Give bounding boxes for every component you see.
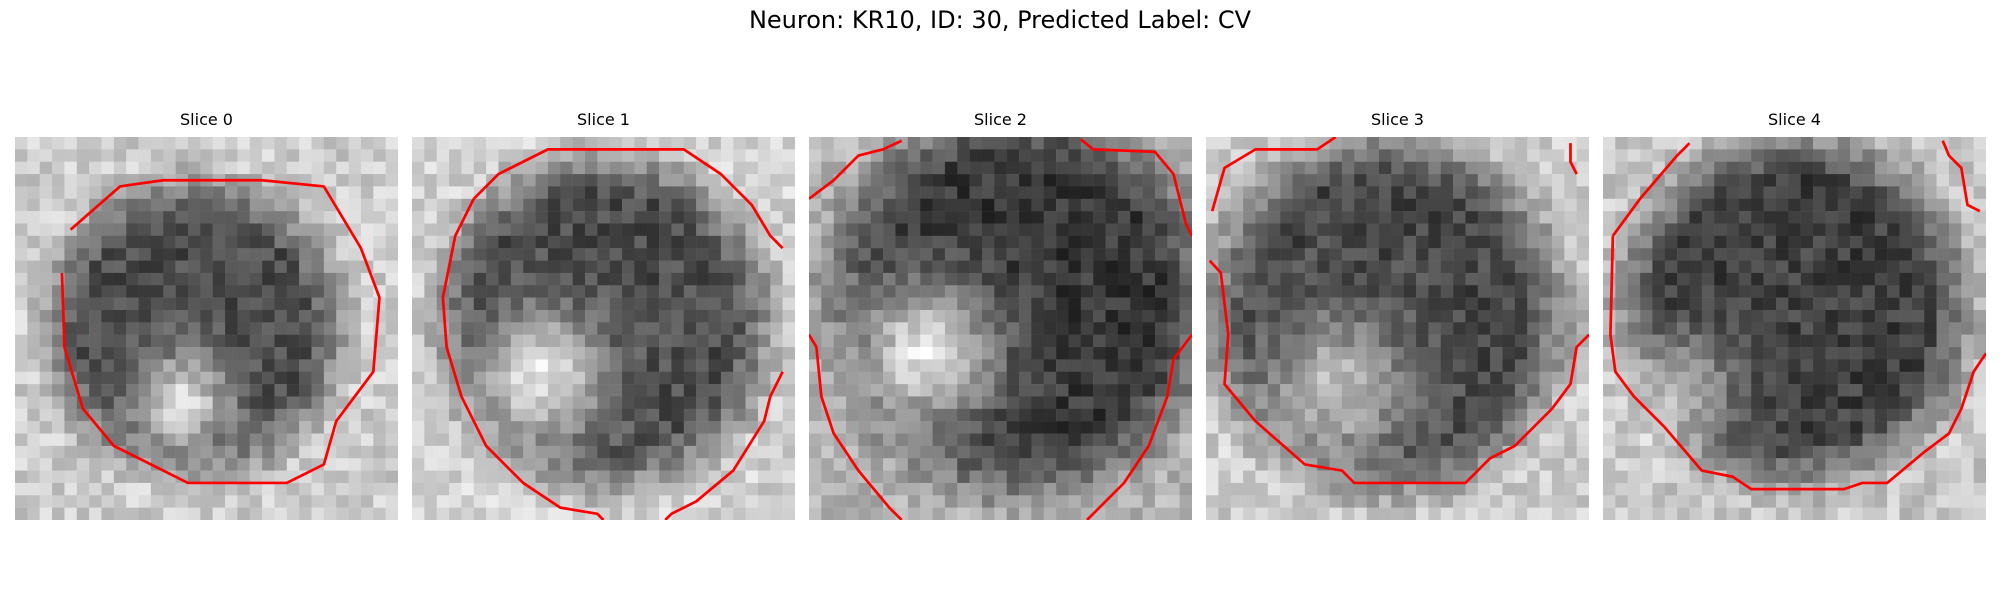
slice-panel-4: Slice 4 (1603, 108, 1986, 520)
contour-segment (809, 333, 903, 520)
contour-segment (1941, 140, 1981, 213)
contour-segment (441, 198, 605, 520)
slice-image (1603, 137, 1986, 520)
slice-image (1206, 137, 1589, 520)
slice-title: Slice 1 (577, 110, 630, 129)
slice-image (412, 137, 795, 520)
slice-panel-1: Slice 1 (412, 108, 795, 520)
slice-image (15, 137, 398, 520)
contour-segment (60, 178, 381, 485)
contour-segment (1210, 137, 1337, 212)
slice-title: Slice 2 (974, 110, 1027, 129)
figure-title: Neuron: KR10, ID: 30, Predicted Label: C… (748, 6, 1252, 34)
slice-panel-3: Slice 3 (1206, 108, 1589, 520)
contour-segment (809, 139, 903, 200)
contour-segment (1079, 138, 1192, 237)
contour-segment (1208, 259, 1589, 485)
contour-segment (1611, 142, 1691, 237)
slice-title: Slice 3 (1371, 110, 1424, 129)
contour-segment (1086, 333, 1192, 520)
slice-image (809, 137, 1192, 520)
contour-segment (1609, 235, 1986, 491)
slice-panel-2: Slice 2 (809, 108, 1192, 520)
contour-segment (1569, 143, 1578, 175)
slice-panel-0: Slice 0 (15, 108, 398, 520)
contour-segment (664, 371, 784, 520)
slice-title: Slice 0 (180, 110, 233, 129)
slice-title: Slice 4 (1768, 110, 1821, 129)
contour-segment (472, 147, 784, 250)
